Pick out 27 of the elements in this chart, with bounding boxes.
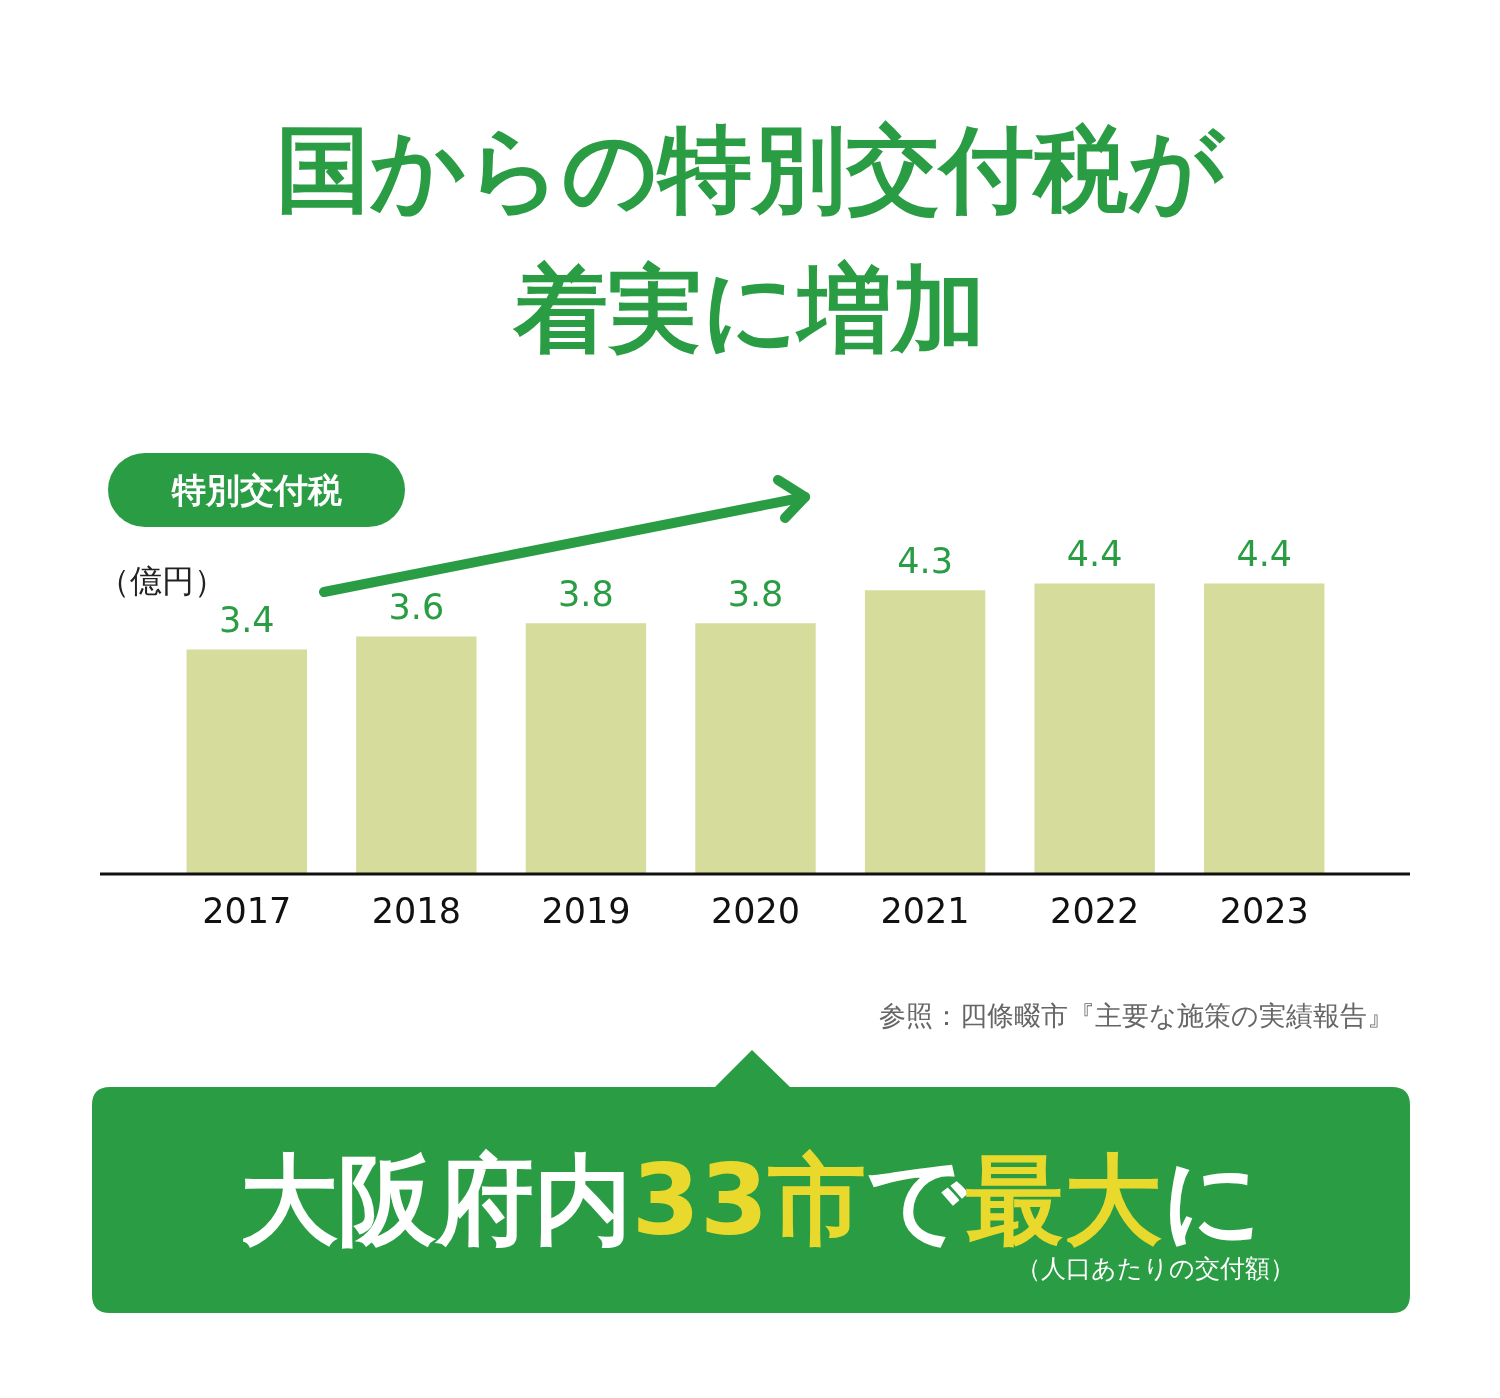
text: 参照：四條畷市『主要な施策の実績報告』 [879,999,1394,1033]
x-tick-label: 2020 [710,891,801,932]
bar [695,623,816,874]
data-label: 4.4 [1066,534,1123,575]
bar [864,590,986,874]
x-tick-label: 2021 [880,891,970,932]
chart-title: 国からの特別交付税が着実に増加 [275,114,1226,366]
bar [525,623,647,874]
bar [1204,583,1325,874]
data-label: 3.6 [388,586,445,627]
text: 33市 [631,1143,867,1257]
text: で [866,1143,967,1257]
bar [186,649,307,874]
x-tick-label: 2022 [1050,891,1140,932]
data-label: 4.4 [1236,534,1293,575]
x-tick-label: 2023 [1219,891,1309,932]
x-tick-label: 2017 [202,891,292,932]
data-label: 3.8 [727,573,784,614]
data-label: 3.4 [218,600,275,641]
data-label: 4.3 [897,540,953,581]
text: 大阪府内 [239,1143,632,1257]
y-axis-title: （億円） [98,562,226,600]
x-tick-label: 2019 [541,891,631,932]
data-label: 3.8 [558,573,614,614]
bar [1034,583,1155,874]
bar [356,636,477,874]
x-tick-label: 2018 [371,891,461,932]
